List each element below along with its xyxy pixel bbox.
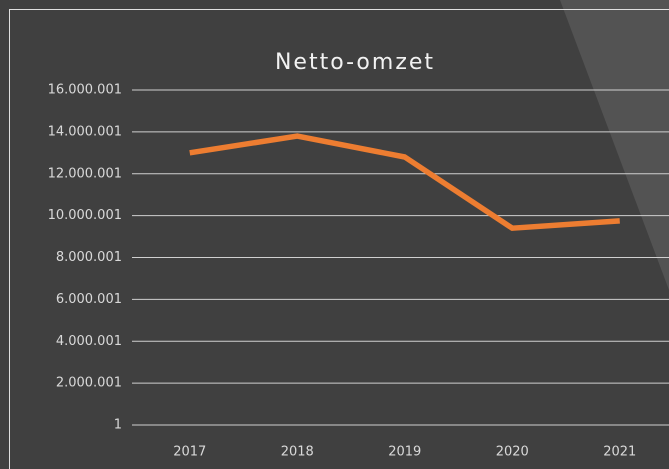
x-tick-label: 2018 xyxy=(281,445,314,460)
y-tick-label: 10.000.001 xyxy=(48,208,122,223)
y-tick-label: 16.000.001 xyxy=(48,83,122,98)
y-tick-label: 4.000.001 xyxy=(56,334,122,349)
frame xyxy=(9,9,669,469)
y-tick-label: 6.000.001 xyxy=(56,292,122,307)
y-tick-label: 14.000.001 xyxy=(48,124,122,139)
x-tick-label: 2017 xyxy=(173,445,206,460)
decor-band xyxy=(560,0,669,290)
x-tick-label: 2019 xyxy=(388,445,421,460)
y-tick-label: 12.000.001 xyxy=(48,166,122,181)
series-line xyxy=(189,133,620,231)
y-tick-label: 1 xyxy=(114,418,122,433)
y-tick-label: 8.000.001 xyxy=(56,250,122,265)
x-tick-label: 2020 xyxy=(496,445,529,460)
x-tick-label: 2021 xyxy=(603,445,636,460)
chart-title: Netto-omzet xyxy=(275,50,435,75)
y-tick-label: 2.000.001 xyxy=(56,376,122,391)
